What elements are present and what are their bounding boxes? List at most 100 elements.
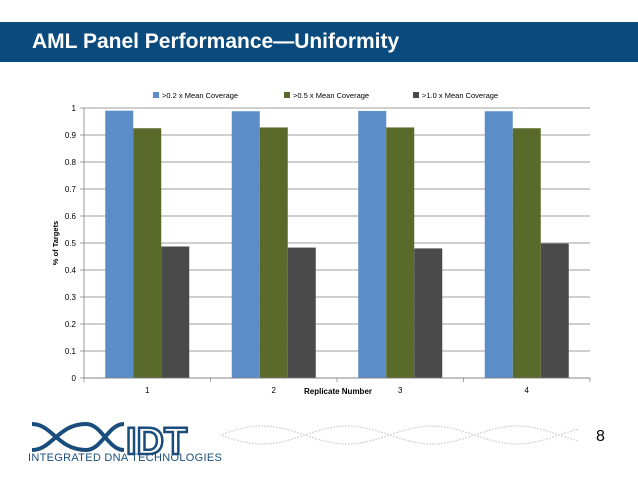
slide-title: AML Panel Performance—Uniformity xyxy=(32,30,400,53)
decor-dot xyxy=(309,432,311,435)
decor-dot xyxy=(561,433,563,435)
decor-dot xyxy=(324,428,326,430)
decor-dot xyxy=(363,426,365,429)
legend-label: >0.5 x Mean Coverage xyxy=(293,91,369,100)
bar-series2-rep2 xyxy=(259,127,288,378)
bar-series2-rep4 xyxy=(512,128,541,378)
decor-dot xyxy=(396,436,398,439)
decor-dot xyxy=(279,441,281,443)
decor-dot xyxy=(246,426,248,429)
decor-dot xyxy=(294,437,296,440)
decor-dot xyxy=(513,425,515,427)
decor-dot xyxy=(372,428,374,431)
decor-dot xyxy=(516,425,518,427)
bar-series1-rep3 xyxy=(358,110,387,378)
decor-dot xyxy=(273,442,275,444)
decor-dot xyxy=(459,438,461,441)
decor-dot xyxy=(300,432,302,435)
decor-dot xyxy=(432,443,434,445)
decor-dot xyxy=(384,435,386,438)
bar-series3-rep3 xyxy=(414,248,443,378)
decor-dot xyxy=(327,441,329,443)
decor-dot xyxy=(429,443,431,445)
decor-dot xyxy=(384,432,386,435)
decor-dot xyxy=(381,436,383,439)
decor-dot xyxy=(519,443,521,445)
decor-dot xyxy=(366,440,368,443)
decor-dot xyxy=(345,425,347,427)
bar-series3-rep1 xyxy=(161,246,190,378)
decor-dot xyxy=(567,437,569,439)
decor-dot xyxy=(537,427,539,430)
decor-dot xyxy=(258,425,260,427)
bar-series1-rep2 xyxy=(231,111,260,379)
legend-swatch xyxy=(153,92,159,98)
x-axis-label: Replicate Number xyxy=(304,387,372,396)
y-tick-label: 0.6 xyxy=(65,212,77,221)
decor-dot xyxy=(228,431,230,433)
decor-dot xyxy=(528,442,530,444)
y-tick-label: 0.5 xyxy=(65,239,77,248)
decor-dot xyxy=(495,427,497,430)
bar-series2-rep3 xyxy=(386,127,415,378)
decor-dot xyxy=(234,429,236,432)
decor-dot xyxy=(474,434,476,436)
logo-tagline: INTEGRATED DNA TECHNOLOGIES xyxy=(28,452,223,464)
decor-dot xyxy=(279,427,281,429)
decor-dot xyxy=(555,433,557,435)
decor-dot xyxy=(405,439,407,441)
y-tick-label: 0.8 xyxy=(65,158,77,167)
decor-dot xyxy=(318,438,320,441)
decor-dot xyxy=(399,437,401,440)
decor-dot xyxy=(546,438,548,440)
decor-dot xyxy=(450,441,452,443)
decor-dot xyxy=(264,443,266,445)
decor-dot xyxy=(375,438,377,441)
decor-dot xyxy=(387,434,389,437)
decor-dot xyxy=(288,439,290,441)
decor-dot xyxy=(309,435,311,438)
decor-dot xyxy=(393,432,395,435)
x-tick-label: 3 xyxy=(398,386,403,395)
y-axis-label: % of Targets xyxy=(51,221,60,265)
decor-dot xyxy=(267,425,269,427)
decor-dot xyxy=(501,426,503,429)
decor-dot xyxy=(531,426,533,429)
legend-swatch xyxy=(284,92,290,98)
decor-dot xyxy=(297,431,299,434)
decor-dot xyxy=(450,427,452,429)
decor-dot xyxy=(273,426,275,428)
decor-dot xyxy=(513,443,515,445)
decor-dot xyxy=(318,429,320,432)
decor-dot xyxy=(264,425,266,427)
decor-dot xyxy=(327,427,329,429)
decor-dot xyxy=(531,441,533,444)
decor-dot xyxy=(381,431,383,434)
decor-dot xyxy=(261,443,263,445)
helix-icon xyxy=(31,422,125,452)
decor-dot xyxy=(261,425,263,427)
decor-dot xyxy=(333,442,335,444)
decor-dot xyxy=(348,443,350,445)
decor-dot xyxy=(498,427,500,429)
decor-dot xyxy=(411,427,413,430)
decor-dot xyxy=(492,428,494,431)
legend-label: >0.2 x Mean Coverage xyxy=(162,91,238,100)
y-tick-label: 0.9 xyxy=(65,131,77,140)
decor-dot xyxy=(348,425,350,427)
decor-dot xyxy=(507,425,509,428)
decor-dot xyxy=(222,433,224,435)
decor-dot xyxy=(369,428,371,430)
decor-dot xyxy=(573,438,575,441)
decor-dot xyxy=(243,441,245,443)
decor-dot xyxy=(360,426,362,428)
decor-dot xyxy=(510,442,512,445)
decor-dot xyxy=(390,433,392,436)
decor-dot xyxy=(462,430,464,433)
legend-label: >1.0 x Mean Coverage xyxy=(422,91,498,100)
decor-dot xyxy=(483,431,485,433)
decor-dot xyxy=(228,437,230,439)
y-tick-label: 0.3 xyxy=(65,293,77,302)
decor-dot xyxy=(429,425,431,427)
y-tick-label: 0.7 xyxy=(65,185,77,194)
